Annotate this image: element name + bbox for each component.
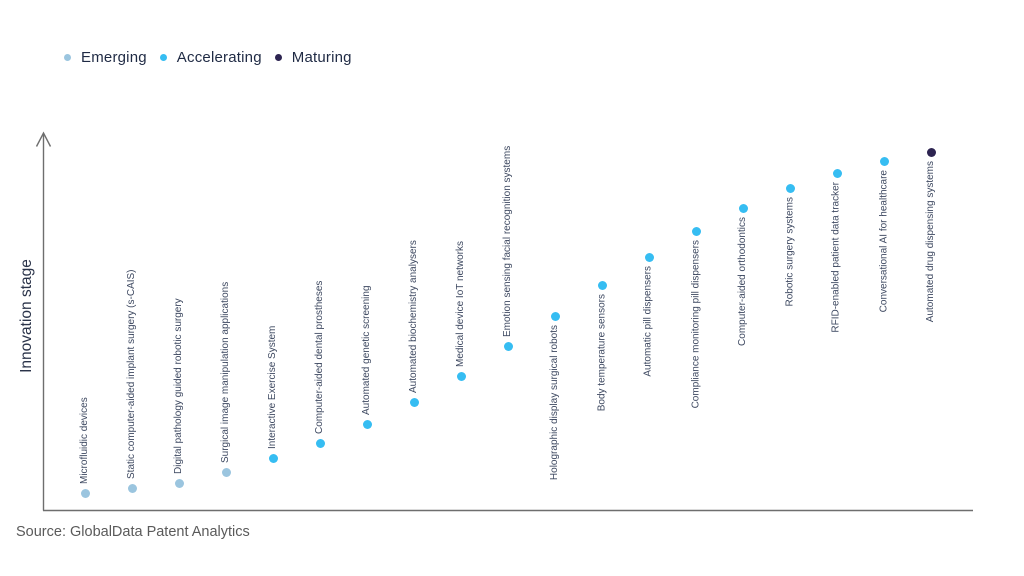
legend-label: Accelerating <box>176 49 262 66</box>
data-point-label: Body temperature sensors <box>596 294 607 412</box>
source-text: Source: GlobalData Patent Analytics <box>16 524 250 540</box>
data-point-label: Automatic pill dispensers <box>643 266 654 377</box>
data-point-label: Surgical image manipulation applications <box>220 281 231 463</box>
data-point-dot <box>644 252 654 262</box>
data-point-dot <box>691 226 701 236</box>
data-point-label: Automated genetic screening <box>361 285 372 415</box>
data-point-dot <box>879 156 889 166</box>
legend-label: Emerging <box>81 49 147 66</box>
data-point-dot <box>127 483 137 493</box>
data-point-label: Microfluidic devices <box>79 397 90 484</box>
data-point-label: Holographic display surgical robots <box>549 325 560 481</box>
legend-item-accelerating: Accelerating <box>159 49 262 66</box>
legend-label: Maturing <box>291 49 352 66</box>
legend-item-emerging: Emerging <box>64 49 147 66</box>
data-point-label: Automated drug dispensing systems <box>925 161 936 323</box>
data-point-dot <box>362 419 372 429</box>
data-point-dot <box>832 168 842 178</box>
data-point-dot <box>409 397 419 407</box>
data-point-dot <box>456 371 466 381</box>
data-point-label: Digital pathology guided robotic surgery <box>173 298 184 474</box>
data-point-label: Computer-aided orthodontics <box>737 217 748 346</box>
y-axis-arrow-icon <box>35 131 52 147</box>
legend-dot-icon <box>274 54 282 61</box>
data-point-dot <box>738 203 748 213</box>
data-point-label: Automated biochemistry analysers <box>408 240 419 393</box>
data-point-dot <box>785 183 795 193</box>
data-point-label: Medical device IoT networks <box>455 241 466 367</box>
data-point-dot <box>550 311 560 321</box>
data-point-dot <box>268 453 278 463</box>
data-point-label: RFID-enabled patient data tracker <box>831 182 842 333</box>
legend-dot-icon <box>64 54 71 61</box>
data-point-label: Computer-aided dental prostheses <box>314 280 325 434</box>
data-point-label: Robotic surgery systems <box>784 197 795 307</box>
data-point-dot <box>503 341 513 351</box>
data-point-label: Static computer-aided implant surgery (s… <box>126 269 137 479</box>
data-point-dot <box>315 438 325 448</box>
legend-dot-icon <box>159 54 167 61</box>
data-point-label: Compliance monitoring pill dispensers <box>690 240 701 409</box>
legend-item-maturing: Maturing <box>274 49 352 66</box>
data-point-dot <box>174 478 184 488</box>
data-point-dot <box>926 147 936 157</box>
legend: Emerging Accelerating Maturing <box>64 49 352 66</box>
data-point-label: Interactive Exercise System <box>267 325 278 449</box>
data-point-dot <box>221 467 231 477</box>
data-point-label: Conversational AI for healthcare <box>878 170 889 313</box>
data-point-dot <box>597 280 607 290</box>
data-point-label: Emotion sensing facial recognition syste… <box>502 145 513 337</box>
data-point-dot <box>80 488 90 498</box>
